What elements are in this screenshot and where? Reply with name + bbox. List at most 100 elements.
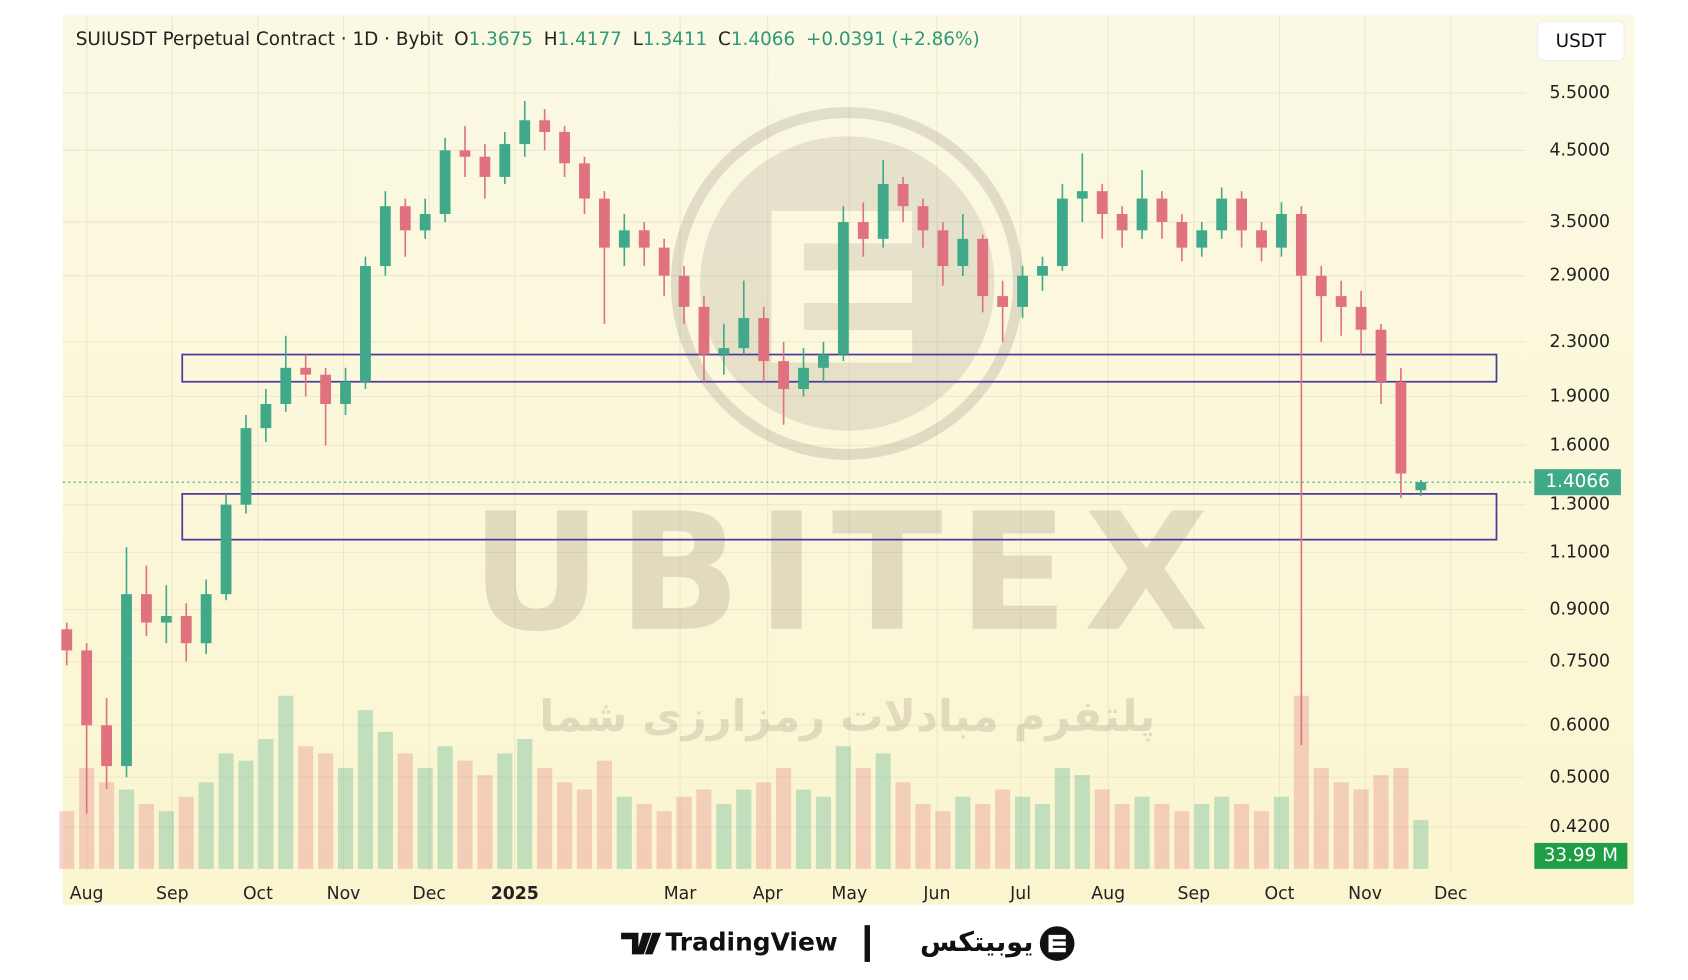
candle-body (618, 230, 630, 248)
volume-bar (79, 767, 95, 869)
volume-bar (1034, 803, 1051, 869)
candle-body (479, 156, 491, 177)
last-price-box (1534, 469, 1621, 496)
volume-bar (437, 746, 453, 869)
volume-bar (1234, 803, 1250, 869)
volume-bar (1313, 767, 1329, 869)
candle-body (1256, 230, 1267, 248)
y-tick-label: 1.3000 (1550, 495, 1611, 515)
candle-body (1335, 296, 1347, 307)
volume-bar (1014, 796, 1031, 869)
candle-body (778, 361, 790, 389)
chart-background (62, 15, 1634, 905)
volume-bar (875, 753, 891, 869)
watermark-tagline: پلتفرم مبادلات رمزارزی شما (539, 692, 1155, 742)
candle-body (280, 367, 292, 404)
ohlc-value: 1.3411 (643, 29, 707, 50)
volume-bar (1094, 789, 1110, 869)
candle-body (598, 198, 610, 248)
candle-body (1196, 230, 1208, 248)
candle-body (539, 120, 551, 132)
candle-body (240, 428, 252, 505)
volume-bar (696, 789, 712, 869)
volume-bar (975, 803, 991, 869)
candle-body (1037, 266, 1048, 276)
candle-body (857, 222, 869, 239)
candle-body (1375, 329, 1387, 382)
x-tick-label: Dec (1434, 884, 1467, 904)
ohlc-value: 1.4066 (731, 29, 795, 50)
ubitex-logo-mark (1048, 934, 1066, 953)
candle-body (758, 318, 770, 362)
candle-body (101, 725, 112, 767)
y-tick-label: 2.3000 (1550, 332, 1611, 352)
candle-body (340, 381, 351, 404)
volume-bar (1353, 789, 1369, 869)
volume-bar (636, 803, 652, 869)
volume-bar (736, 789, 752, 869)
volume-bar (99, 782, 115, 869)
candle-body (360, 266, 371, 382)
x-tick-label: Nov (327, 884, 361, 904)
y-tick-label: 1.6000 (1550, 435, 1611, 455)
candle-body (1176, 222, 1188, 248)
candle-body (1096, 191, 1108, 215)
volume-bar (855, 767, 871, 869)
volume-label: 33.99 M (1544, 845, 1618, 866)
candle-body (877, 183, 889, 239)
volume-bar (716, 803, 732, 869)
volume-bar (138, 803, 154, 869)
volume-bar (1154, 803, 1170, 869)
y-tick-label: 0.4200 (1550, 817, 1611, 837)
candle-body (1017, 275, 1028, 307)
watermark: UBITEX پلتفرم مبادلات رمزارزی شما (471, 107, 1224, 742)
candle-body (1415, 482, 1427, 491)
candle-body (937, 230, 949, 267)
volume-bar (337, 767, 354, 869)
footer-right: یوبیتکس (920, 927, 1033, 958)
volume-bar (1253, 811, 1270, 869)
volume-bar (895, 782, 911, 869)
y-tick-label: 2.9000 (1550, 266, 1611, 286)
volume-bar (198, 782, 214, 869)
x-tick-label: Aug (1091, 884, 1125, 904)
volume-bar (616, 796, 632, 869)
plot (59, 100, 1535, 869)
candle-body (638, 230, 650, 248)
volume-bar (318, 753, 334, 869)
volume-bar (676, 796, 692, 869)
y-tick-label: 0.5000 (1550, 767, 1611, 787)
volume-box (1534, 842, 1628, 869)
candle-body (718, 348, 730, 355)
candle-body (260, 403, 272, 429)
y-tick-label: 3.5000 (1550, 212, 1611, 232)
volume-bar (1074, 775, 1090, 869)
volume-bar (576, 789, 593, 869)
y-tick-label: 4.5000 (1550, 140, 1611, 160)
volume-bar (59, 811, 75, 869)
candle-body (200, 594, 212, 644)
volume-bar (258, 739, 274, 869)
last-price-label: 1.4066 (1545, 471, 1609, 492)
currency[interactable]: USDT (1556, 31, 1607, 52)
candle-body (499, 144, 511, 177)
candle-body (61, 629, 73, 651)
ohlc-label: O (454, 29, 468, 50)
candle-body (957, 238, 969, 267)
volume-bar (537, 767, 553, 869)
candle-body (997, 296, 1009, 307)
watermark-brand: UBITEX (471, 479, 1224, 668)
volume-bar (1114, 803, 1130, 869)
volume-bar (477, 775, 493, 869)
x-tick-label: Aug (70, 884, 104, 904)
volume-bar (1373, 775, 1389, 869)
volume-bar (517, 739, 533, 869)
y-tick-label: 0.9000 (1550, 600, 1611, 620)
ohlc-label: H (544, 29, 558, 50)
candle-body (678, 275, 690, 307)
ohlc-value: 1.4177 (558, 29, 622, 50)
currency-box[interactable] (1537, 21, 1625, 62)
candle-body (559, 131, 570, 164)
